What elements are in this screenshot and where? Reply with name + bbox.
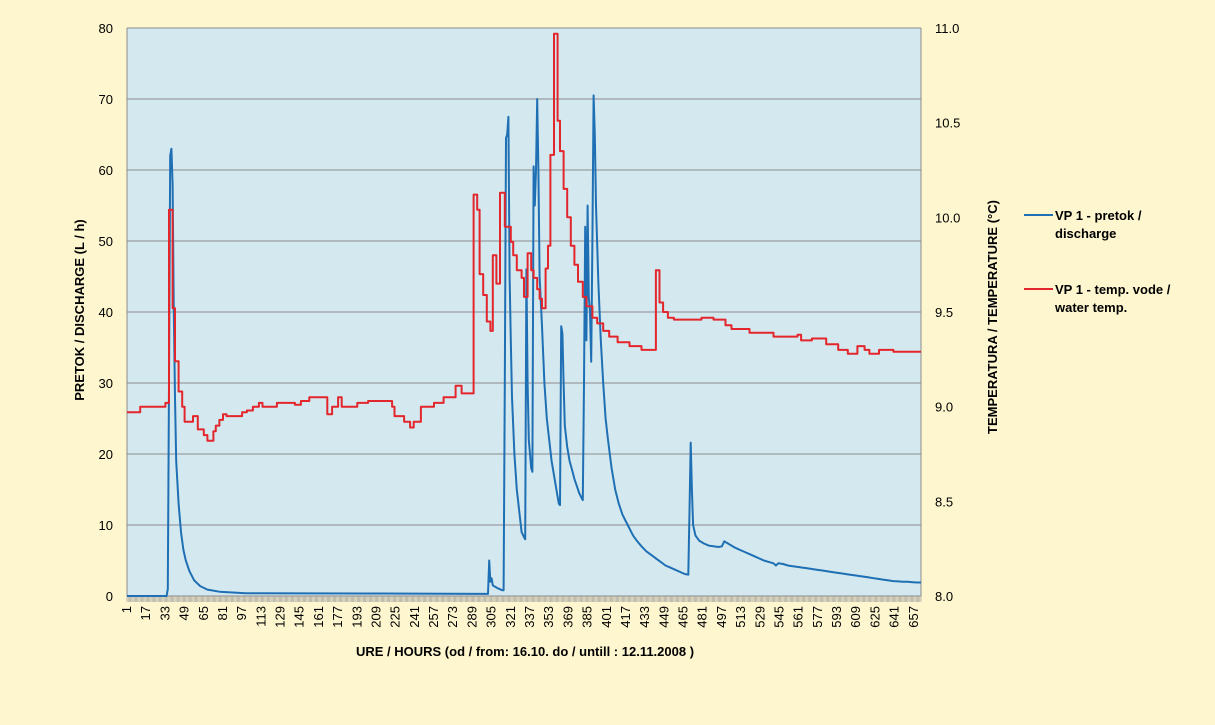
x-tick-label: 433 xyxy=(637,606,652,628)
x-tick-label: 81 xyxy=(215,606,230,620)
series-lines xyxy=(127,32,921,597)
y-axis-left-title: PRETOK / DISCHARGE (L / h) xyxy=(72,219,87,401)
x-tick-label: 497 xyxy=(714,606,729,628)
x-tick-label: 577 xyxy=(810,606,825,628)
y-left-tick-label: 30 xyxy=(99,376,113,391)
series-line-discharge xyxy=(127,94,921,597)
x-tick-label: 193 xyxy=(349,606,364,628)
x-tick-label: 545 xyxy=(771,606,786,628)
x-tick-label: 97 xyxy=(234,606,249,620)
y-left-tick-label: 80 xyxy=(99,21,113,36)
x-tick-label: 481 xyxy=(695,606,710,628)
x-tick-label: 241 xyxy=(407,606,422,628)
legend-label-discharge-line2: discharge xyxy=(1055,226,1116,241)
x-tick-label: 33 xyxy=(157,606,172,620)
y-axis-right-ticks: 8.0 8.5 9.0 9.5 10.0 10.5 11.0 xyxy=(935,21,960,604)
legend-label-discharge: VP 1 - pretok / xyxy=(1055,208,1142,223)
x-tick-label: 17 xyxy=(138,606,153,620)
x-tick-label: 513 xyxy=(733,606,748,628)
series-line-water-temp xyxy=(127,32,921,442)
x-tick-label: 465 xyxy=(676,606,691,628)
y-left-tick-label: 20 xyxy=(99,447,113,462)
y-left-tick-label: 50 xyxy=(99,234,113,249)
y-right-tick-label: 11.0 xyxy=(935,21,959,36)
x-tick-label: 417 xyxy=(618,606,633,628)
y-right-tick-label: 10.0 xyxy=(935,210,960,225)
gridlines xyxy=(126,27,922,597)
legend: VP 1 - pretok / discharge VP 1 - temp. v… xyxy=(1024,208,1171,315)
legend-label-water-temp: VP 1 - temp. vode / xyxy=(1055,282,1171,297)
x-tick-label: 385 xyxy=(580,606,595,628)
x-axis-ticks: 1 17 33 49 65 81 97 113 129 145 161 177 193 209 225 241… xyxy=(119,606,921,628)
x-tick-label: 161 xyxy=(311,606,326,628)
x-axis-minor-ticks xyxy=(126,596,922,602)
x-tick-label: 337 xyxy=(522,606,537,628)
y-right-tick-label: 8.0 xyxy=(935,589,953,604)
x-tick-label: 177 xyxy=(330,606,345,628)
y-axis-right-title: TEMPERATURA / TEMPERATURE (°C) xyxy=(985,200,1000,434)
x-tick-label: 1 xyxy=(119,606,134,613)
x-tick-label: 369 xyxy=(560,606,575,628)
x-tick-label: 609 xyxy=(848,606,863,628)
y-left-tick-label: 70 xyxy=(99,92,113,107)
y-left-tick-label: 0 xyxy=(106,589,113,604)
x-tick-label: 305 xyxy=(484,606,499,628)
x-tick-label: 49 xyxy=(177,606,192,620)
legend-label-water-temp-line2: water temp. xyxy=(1054,300,1127,315)
x-tick-label: 641 xyxy=(887,606,902,628)
y-right-tick-label: 9.5 xyxy=(935,305,953,320)
y-left-tick-label: 10 xyxy=(99,518,113,533)
y-right-tick-label: 8.5 xyxy=(935,494,953,509)
x-tick-label: 625 xyxy=(867,606,882,628)
x-tick-label: 657 xyxy=(906,606,921,628)
y-left-tick-label: 60 xyxy=(99,163,113,178)
x-tick-label: 273 xyxy=(445,606,460,628)
x-tick-label: 209 xyxy=(368,606,383,628)
x-minor-tick-marks xyxy=(126,596,922,602)
x-tick-label: 65 xyxy=(196,606,211,620)
y-left-tick-label: 40 xyxy=(99,305,113,320)
x-tick-label: 561 xyxy=(791,606,806,628)
x-tick-label: 529 xyxy=(752,606,767,628)
x-tick-label: 321 xyxy=(503,606,518,628)
x-tick-label: 225 xyxy=(388,606,403,628)
x-tick-label: 289 xyxy=(464,606,479,628)
y-right-tick-label: 9.0 xyxy=(935,400,953,415)
y-axis-left-ticks: 0 10 20 30 40 50 60 70 80 xyxy=(99,21,113,604)
x-tick-label: 145 xyxy=(292,606,307,628)
x-tick-label: 449 xyxy=(656,606,671,628)
x-tick-label: 113 xyxy=(253,606,268,627)
x-axis-title: URE / HOURS (od / from: 16.10. do / unti… xyxy=(356,644,694,659)
y-right-tick-label: 10.5 xyxy=(935,116,960,131)
x-tick-label: 353 xyxy=(541,606,556,628)
x-tick-label: 593 xyxy=(829,606,844,628)
x-tick-label: 401 xyxy=(599,606,614,628)
x-tick-label: 257 xyxy=(426,606,441,628)
x-tick-label: 129 xyxy=(273,606,288,628)
